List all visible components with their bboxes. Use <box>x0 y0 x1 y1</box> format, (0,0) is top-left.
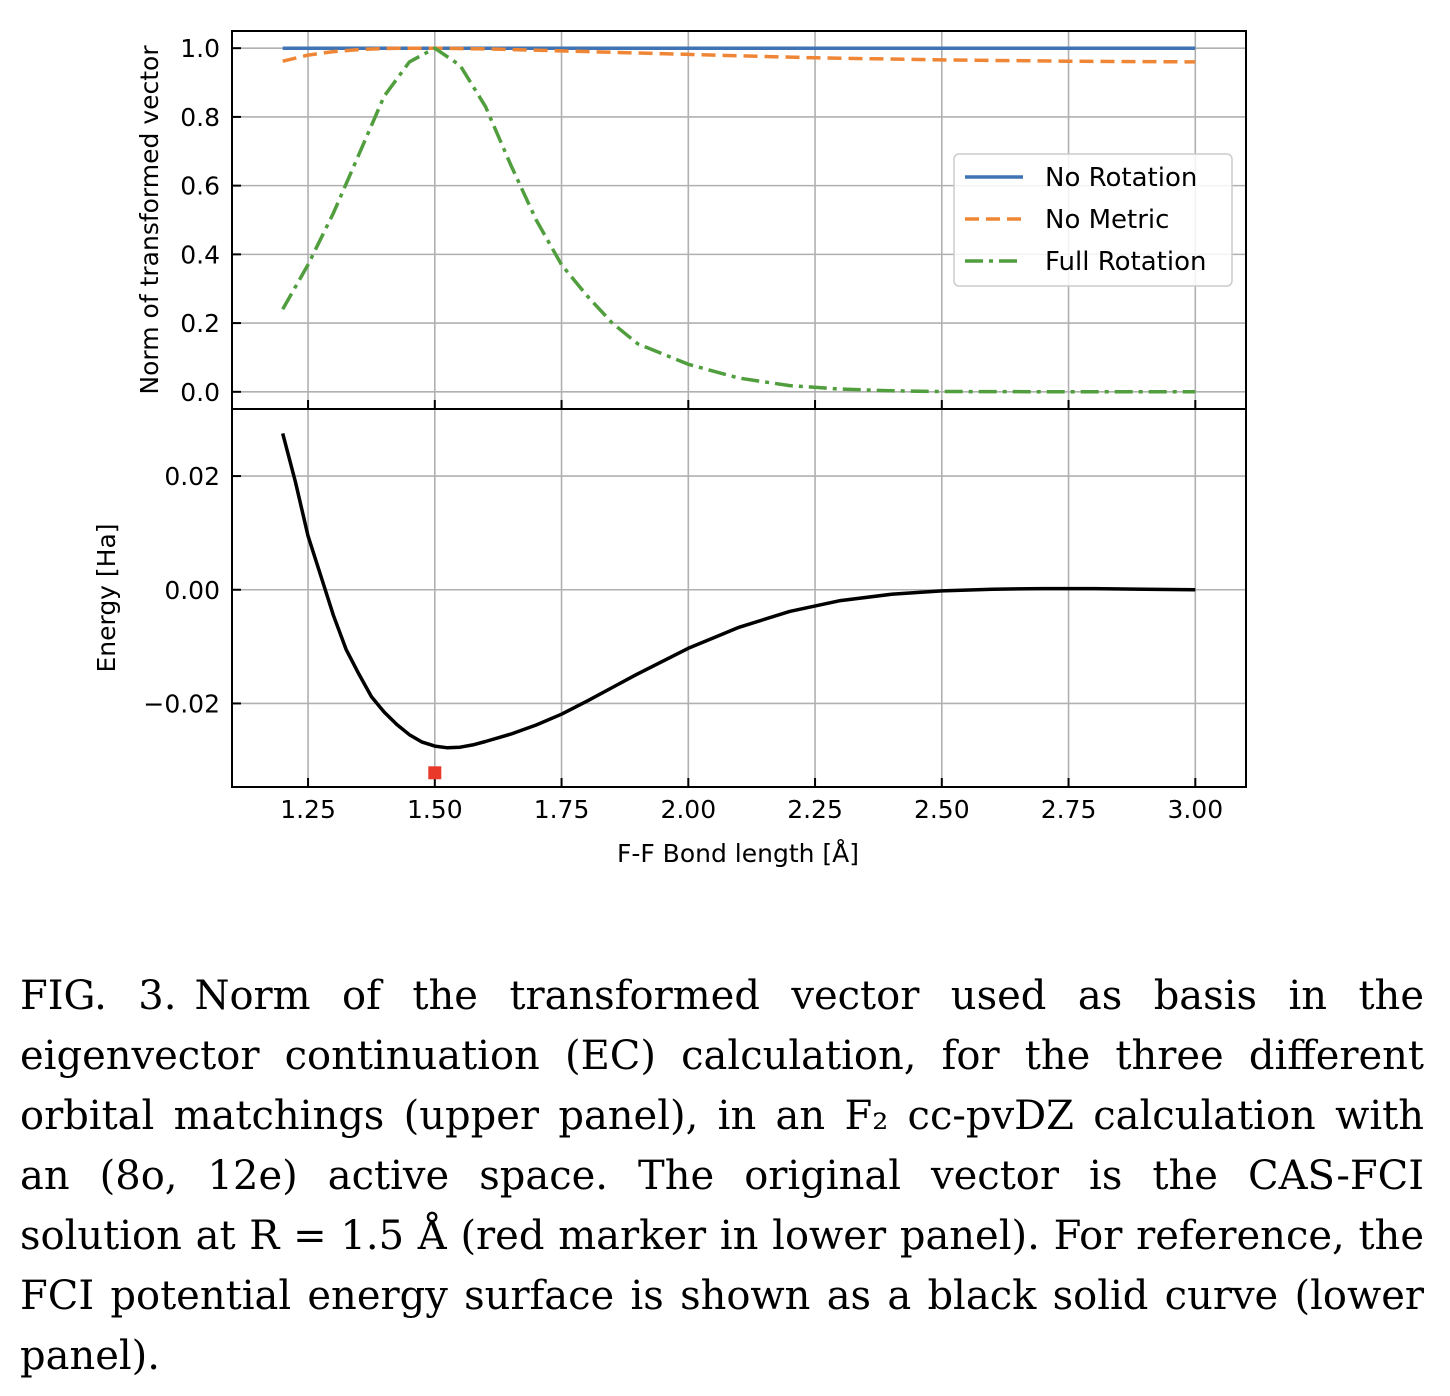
caption-text: Norm of the transformed vector used as b… <box>20 973 1424 1379</box>
upper-series-line-no-metric <box>282 46 1196 64</box>
upper-y-tick-label: 0.8 <box>180 103 220 132</box>
upper-y-tick-label: 0.6 <box>180 172 220 201</box>
x-tick-label: 1.25 <box>280 795 336 824</box>
lower-panel: −0.02 0.00 0.02 <box>143 408 1247 788</box>
upper-y-tick-label: 0.2 <box>180 309 220 338</box>
x-axis-label: F-F Bond length [Å] <box>617 839 859 868</box>
upper-y-tick-label: 0.0 <box>180 378 220 407</box>
lower-reference-marker <box>428 766 442 780</box>
upper-y-tick-label: 0.4 <box>180 240 220 269</box>
legend-box <box>953 153 1233 287</box>
lower-y-tick-label: 0.02 <box>164 462 220 491</box>
upper-y-axis-label: Norm of transformed vector <box>135 45 164 395</box>
lower-y-tick-label: 0.00 <box>164 576 220 605</box>
shared-x-axis: 1.25 1.50 1.75 2.00 2.25 2.50 2.75 3.00 <box>280 795 1223 824</box>
x-tick-label: 1.50 <box>407 795 463 824</box>
upper-y-tick-label: 1.0 <box>180 34 220 63</box>
figure-chart: 0.0 0.2 0.4 0.6 0.8 1.0 −0.02 0.00 0.02 1.25 1.5… <box>92 30 1247 868</box>
upper-panel: 0.0 0.2 0.4 0.6 0.8 1.0 <box>180 30 1247 410</box>
x-tick-label: 2.50 <box>914 795 970 824</box>
lower-y-axis-label: Energy [Ha] <box>92 523 121 672</box>
lower-series-line-energy <box>281 432 1196 750</box>
x-tick-label: 2.00 <box>660 795 716 824</box>
x-tick-label: 3.00 <box>1167 795 1223 824</box>
legend-entry-label: Full Rotation <box>1045 247 1206 277</box>
figure-caption: FIG. 3. Norm of the transformed vector us… <box>20 966 1424 1386</box>
x-tick-label: 1.75 <box>534 795 590 824</box>
x-tick-label: 2.75 <box>1041 795 1097 824</box>
legend: No Rotation No Metric Full Rotation <box>953 153 1233 287</box>
legend-entry-label: No Rotation <box>1045 163 1197 193</box>
legend-entry-label: No Metric <box>1045 205 1169 235</box>
caption-label: FIG. 3. <box>20 973 177 1019</box>
lower-axes-frame <box>231 408 1247 788</box>
upper-series-line-full-rotation <box>281 46 1196 394</box>
x-tick-label: 2.25 <box>787 795 843 824</box>
lower-y-tick-label: −0.02 <box>143 689 220 718</box>
